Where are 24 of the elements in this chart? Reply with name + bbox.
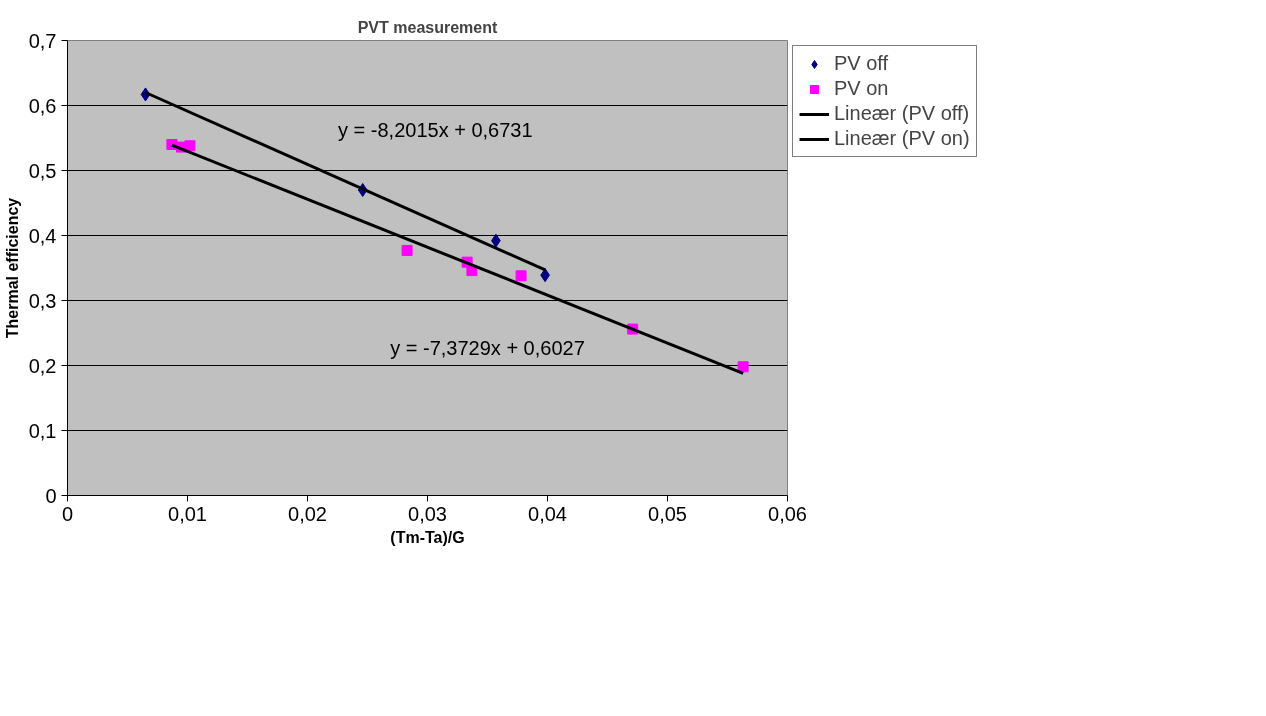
- annotation: y = -8,2015x + 0,6731: [338, 119, 533, 142]
- y-axis-title: Thermal efficiency: [3, 197, 21, 339]
- legend-label: PV on: [834, 77, 889, 100]
- x-tick-label: 0: [61, 502, 74, 525]
- x-tick-label: 0,05: [648, 502, 687, 525]
- legend-label: PV off: [834, 52, 889, 75]
- x-axis-title: (Tm-Ta)/G: [390, 528, 465, 546]
- y-tick-label: 0,6: [28, 94, 57, 117]
- legend-label: Lineær (PV off): [834, 102, 970, 125]
- chart-title: PVT measurement: [357, 18, 498, 36]
- annotation: y = -7,3729x + 0,6027: [390, 337, 585, 360]
- y-tick-label: 0,5: [28, 159, 57, 182]
- y-tick-label: 0,4: [28, 224, 57, 247]
- y-tick-label: 0,7: [28, 29, 57, 52]
- y-tick-label: 0: [45, 484, 57, 507]
- x-tick-label: 0,01: [168, 502, 207, 525]
- y-tick-label: 0,1: [28, 419, 57, 442]
- x-tick-label: 0,04: [528, 502, 567, 525]
- x-tick-label: 0,03: [408, 502, 447, 525]
- legend-label: Lineær (PV on): [834, 127, 970, 150]
- x-tick-label: 0,06: [768, 502, 807, 525]
- y-tick-label: 0,3: [28, 289, 57, 312]
- y-tick-label: 0,2: [28, 354, 57, 377]
- x-tick-label: 0,02: [288, 502, 327, 525]
